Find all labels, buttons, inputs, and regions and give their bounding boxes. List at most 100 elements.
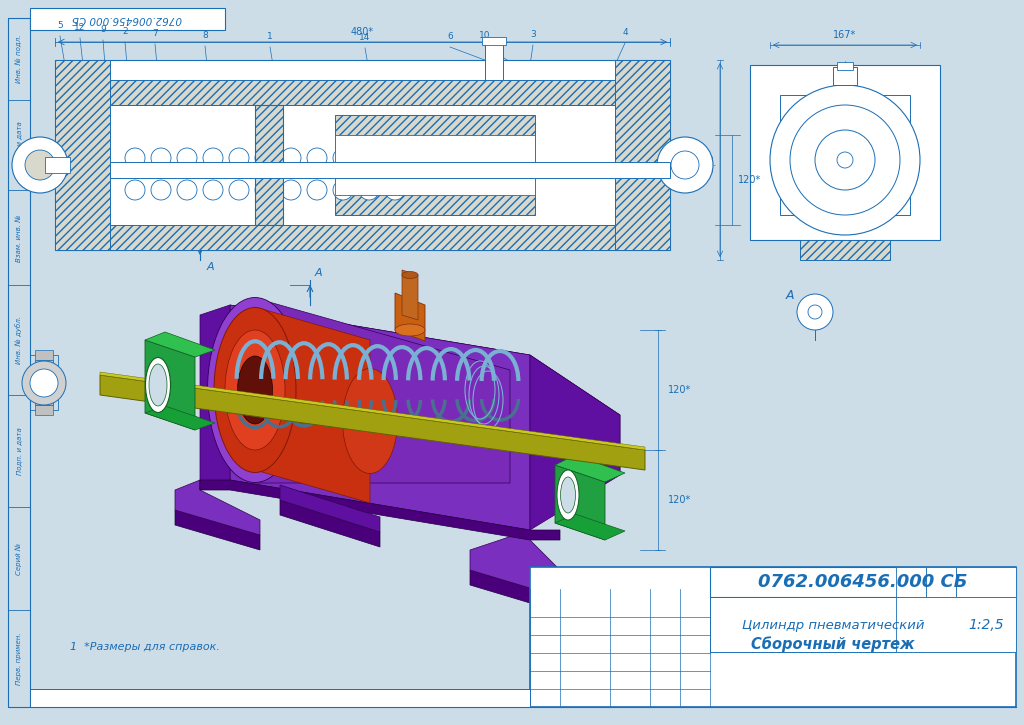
Bar [750, 65, 940, 240]
Text: Подп: Подп [655, 595, 675, 601]
Bar [956, 567, 1016, 597]
Bar [615, 60, 670, 250]
Circle shape [790, 105, 900, 215]
Bar [35, 350, 53, 360]
Text: Утв: Утв [539, 639, 552, 648]
Text: Листов: Листов [911, 637, 940, 647]
Polygon shape [470, 530, 560, 597]
Polygon shape [145, 406, 215, 430]
Polygon shape [555, 465, 605, 540]
Bar [710, 597, 956, 652]
Bar [110, 162, 670, 178]
Bar [110, 225, 615, 250]
Text: Масштаб: Масштаб [968, 574, 1005, 584]
Text: Перв. примен.: Перв. примен. [16, 633, 22, 685]
Bar [780, 95, 910, 215]
Polygon shape [255, 298, 510, 483]
Bar [800, 113, 890, 198]
Polygon shape [145, 340, 195, 430]
Circle shape [125, 148, 145, 168]
Text: 14: 14 [359, 33, 371, 42]
Text: А3: А3 [953, 693, 967, 703]
Bar [710, 567, 1016, 597]
Text: 120*: 120* [668, 385, 691, 395]
Circle shape [203, 148, 223, 168]
Text: 120*: 120* [668, 495, 691, 505]
Circle shape [797, 294, 833, 330]
Text: 0762.006456.000 СБ: 0762.006456.000 СБ [758, 573, 968, 591]
Text: 10: 10 [479, 31, 490, 40]
Bar [896, 567, 926, 597]
Bar [30, 8, 225, 30]
Circle shape [385, 180, 406, 200]
Polygon shape [175, 510, 260, 550]
Ellipse shape [225, 330, 285, 450]
Circle shape [307, 180, 327, 200]
Ellipse shape [402, 271, 418, 278]
Polygon shape [100, 375, 645, 470]
Circle shape [229, 180, 249, 200]
Bar [956, 597, 1016, 652]
Text: 120*: 120* [738, 175, 761, 185]
Circle shape [333, 180, 353, 200]
Bar [255, 105, 283, 225]
Ellipse shape [557, 470, 579, 520]
Polygon shape [200, 305, 230, 490]
Text: Лист: Лист [577, 595, 594, 601]
Circle shape [30, 369, 58, 397]
Bar [896, 597, 1016, 652]
Polygon shape [402, 270, 418, 320]
Bar [30, 689, 530, 707]
Text: 0762.006456.000 СБ: 0762.006456.000 СБ [72, 14, 182, 24]
Circle shape [815, 130, 874, 190]
Ellipse shape [214, 307, 296, 473]
Text: 1: 1 [267, 32, 272, 41]
Text: 9: 9 [100, 25, 105, 34]
Bar [530, 567, 1016, 707]
Text: Взам. инв. №: Взам. инв. № [16, 215, 22, 262]
Circle shape [770, 85, 920, 235]
Polygon shape [230, 305, 530, 530]
Bar [926, 567, 956, 597]
Circle shape [333, 148, 353, 168]
Ellipse shape [208, 297, 302, 483]
Circle shape [307, 148, 327, 168]
Bar [335, 115, 535, 215]
Polygon shape [100, 372, 645, 450]
Circle shape [657, 137, 713, 193]
Circle shape [255, 180, 275, 200]
Bar [35, 405, 53, 415]
Polygon shape [200, 480, 560, 540]
Text: Сборочный чертеж: Сборочный чертеж [752, 636, 914, 652]
Circle shape [12, 137, 68, 193]
Circle shape [281, 148, 301, 168]
Circle shape [203, 180, 223, 200]
Text: Лит: Лит [903, 574, 919, 584]
Text: Разраб: Разраб [531, 694, 559, 703]
Bar [110, 105, 615, 225]
Text: 4: 4 [623, 28, 628, 37]
Ellipse shape [150, 364, 167, 406]
Bar [837, 62, 853, 70]
Bar [482, 37, 506, 45]
Polygon shape [470, 570, 560, 612]
Polygon shape [280, 500, 380, 547]
Bar [833, 67, 857, 85]
Text: 3: 3 [530, 30, 536, 39]
Text: 7: 7 [153, 29, 158, 38]
Bar [45, 157, 70, 173]
Text: № докум: № докум [614, 594, 646, 601]
Circle shape [229, 148, 249, 168]
Circle shape [25, 150, 55, 180]
Bar [485, 40, 503, 80]
Polygon shape [230, 305, 620, 475]
Circle shape [359, 148, 379, 168]
Bar [55, 60, 110, 250]
Text: 12: 12 [75, 23, 86, 32]
Text: Пров: Пров [536, 676, 555, 684]
Text: Дата: Дата [686, 595, 705, 601]
Ellipse shape [238, 356, 272, 424]
Text: Инв. № подл.: Инв. № подл. [15, 35, 23, 83]
Text: A: A [315, 268, 323, 278]
Polygon shape [530, 355, 620, 530]
